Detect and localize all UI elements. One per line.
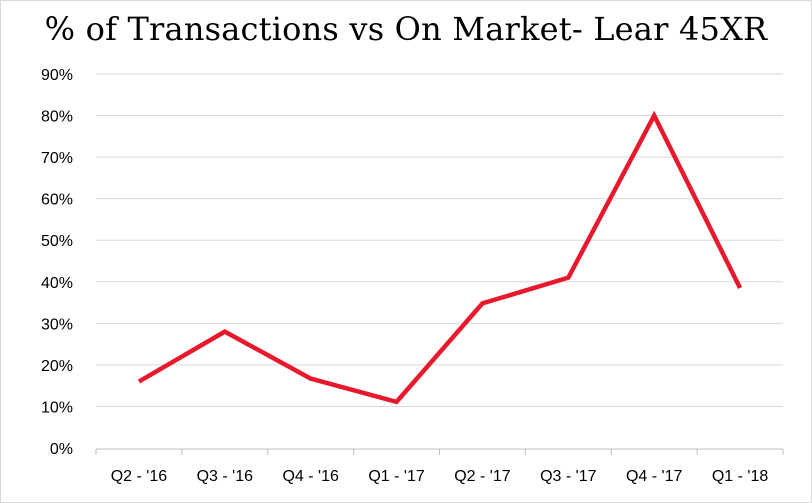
y-tick-label: 0% bbox=[50, 441, 73, 458]
x-tick-label: Q4 - '16 bbox=[282, 468, 339, 485]
x-tick-label: Q3 - '16 bbox=[197, 468, 254, 485]
x-tick-label: Q3 - '17 bbox=[540, 468, 597, 485]
y-tick-label: 20% bbox=[41, 358, 73, 375]
x-axis-ticks: Q2 - '16 Q3 - '16 Q4 - '16 Q1 - '17 Q2 - '17… bbox=[95, 449, 784, 485]
y-tick-label: 90% bbox=[41, 67, 73, 84]
series-group bbox=[137, 110, 743, 405]
y-tick-label: 60% bbox=[41, 192, 73, 209]
y-tick-label: 40% bbox=[41, 275, 73, 292]
y-tick-label: 80% bbox=[41, 109, 73, 126]
y-tick-label: 70% bbox=[41, 150, 73, 167]
gridlines bbox=[96, 73, 783, 450]
x-tick-label: Q2 - '17 bbox=[454, 468, 511, 485]
x-tick-label: Q4 - '17 bbox=[626, 468, 683, 485]
y-tick-label: 10% bbox=[41, 399, 73, 416]
x-tick-label: Q1 - '18 bbox=[712, 468, 769, 485]
y-tick-label: 30% bbox=[41, 316, 73, 333]
chart-title: % of Transactions vs On Market- Lear 45X… bbox=[44, 10, 768, 48]
series-line bbox=[137, 110, 743, 405]
y-axis-ticks: 0% 10% 20% 30% 40% 50% 60% 70% 80% 90% bbox=[41, 67, 73, 458]
x-tick-label: Q2 - '16 bbox=[111, 468, 168, 485]
x-tick-label: Q1 - '17 bbox=[368, 468, 425, 485]
y-tick-label: 50% bbox=[41, 233, 73, 250]
